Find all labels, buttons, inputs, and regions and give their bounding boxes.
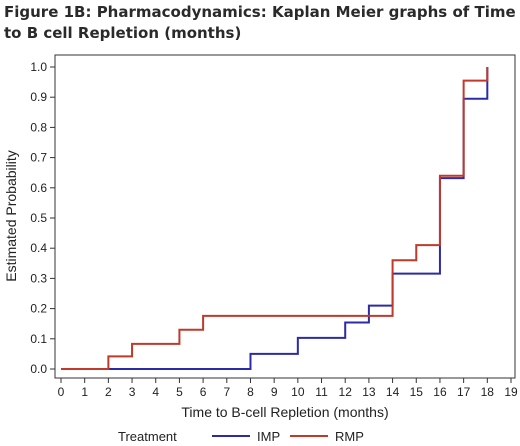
chart-title: Figure 1B: Pharmacodynamics: Kaplan Meie… [4, 2, 516, 44]
y-tick-label: 0.2 [30, 302, 47, 316]
plot-frame [54, 54, 516, 379]
x-tick-label: 16 [433, 385, 447, 399]
y-tick-label: 0.3 [30, 271, 47, 285]
x-tick-label: 7 [223, 385, 230, 399]
x-tick-label: 9 [271, 385, 278, 399]
x-tick-label: 3 [129, 385, 136, 399]
x-tick-label: 5 [176, 385, 183, 399]
x-tick-label: 15 [410, 385, 424, 399]
x-axis: 0 1 2 3 4 5 6 7 8 9 10 11 12 13 14 15 16 17 18 19 [58, 378, 518, 399]
x-tick-label: 8 [247, 385, 254, 399]
chart-title-line-2: to B cell Repletion (months) [4, 24, 242, 42]
series-line-imp [61, 67, 489, 370]
legend: Treatment IMP RMP [118, 429, 364, 444]
y-tick-label: 0.4 [30, 241, 47, 255]
x-tick-label: 17 [457, 385, 471, 399]
y-axis: 0.0 0.1 0.2 0.3 0.4 0.5 0.6 0.7 0.8 0.9 1.0 [30, 60, 55, 376]
y-tick-label: 0.1 [30, 332, 47, 346]
x-tick-label: 18 [481, 385, 495, 399]
x-tick-label: 10 [291, 385, 305, 399]
y-tick-label: 0.9 [30, 90, 47, 104]
legend-title: Treatment [118, 429, 177, 444]
y-axis-label: Estimated Probability [3, 150, 19, 282]
x-tick-label: 1 [81, 385, 88, 399]
x-tick-label: 14 [386, 385, 400, 399]
x-tick-label: 12 [339, 385, 353, 399]
x-tick-label: 13 [362, 385, 376, 399]
y-tick-label: 0.0 [30, 362, 47, 376]
x-tick-label: 0 [58, 385, 65, 399]
y-tick-label: 1.0 [30, 60, 47, 74]
y-tick-label: 0.8 [30, 120, 47, 134]
y-tick-label: 0.7 [30, 151, 47, 165]
y-tick-label: 0.6 [30, 181, 47, 195]
legend-label-rmp: RMP [335, 429, 364, 444]
series-line-rmp [61, 67, 489, 370]
x-tick-label: 4 [152, 385, 159, 399]
y-tick-label: 0.5 [30, 211, 47, 225]
x-tick-label: 2 [105, 385, 112, 399]
x-tick-label: 19 [504, 385, 518, 399]
legend-label-imp: IMP [257, 429, 280, 444]
x-tick-label: 11 [315, 385, 328, 399]
chart-title-line-1: Figure 1B: Pharmacodynamics: Kaplan Meie… [4, 3, 516, 21]
x-tick-label: 6 [200, 385, 207, 399]
x-axis-label: Time to B-cell Repletion (months) [181, 404, 388, 420]
series-lines [61, 67, 489, 370]
